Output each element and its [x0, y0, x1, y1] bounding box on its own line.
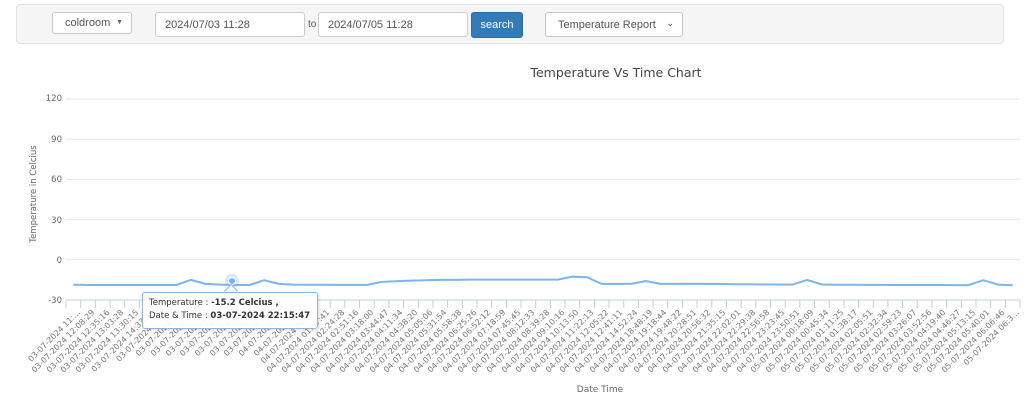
- from-date-value: 2024/07/03 11:28: [165, 18, 250, 31]
- report-type-value: Temperature Report: [558, 18, 656, 31]
- grid-lines: [66, 98, 1020, 301]
- to-date-value: 2024/07/05 11:28: [328, 18, 413, 31]
- y-tick-label: 90: [51, 135, 62, 145]
- tooltip-date-label: Date & Time :: [149, 311, 211, 321]
- chart-title: Temperature Vs Time Chart: [530, 65, 702, 80]
- tooltip-temp-label: Temperature :: [149, 298, 212, 308]
- from-date-input[interactable]: 2024/07/03 11:28: [155, 12, 305, 37]
- tooltip-date-value: 03-07-2024 22:15:47: [210, 311, 311, 321]
- search-button[interactable]: search: [471, 12, 523, 38]
- report-type-select[interactable]: Temperature Report ⌄: [545, 12, 683, 37]
- filter-toolbar: coldroom ▼ 2024/07/03 11:28 to 2024/07/0…: [16, 4, 1004, 44]
- data-point-tooltip: Temperature : -15.2 Celcius , Date & Tim…: [142, 292, 318, 329]
- y-tick-label: 120: [45, 94, 62, 104]
- tooltip-temp-value: -15.2 Celcius ,: [211, 298, 279, 308]
- y-tick-label: -30: [48, 296, 62, 306]
- temperature-line: [73, 275, 1013, 287]
- y-tick-label: 0: [56, 256, 62, 266]
- location-select[interactable]: coldroom ▼: [52, 12, 132, 34]
- y-tick-label: 60: [51, 175, 62, 185]
- x-axis-title: Date Time: [576, 385, 624, 395]
- to-label: to: [308, 19, 317, 30]
- to-date-input[interactable]: 2024/07/05 11:28: [318, 12, 468, 37]
- location-select-value: coldroom: [65, 17, 111, 29]
- y-tick-label: 30: [51, 216, 62, 226]
- caret-down-icon: ▼: [116, 19, 123, 26]
- chevron-down-icon: ⌄: [666, 18, 674, 28]
